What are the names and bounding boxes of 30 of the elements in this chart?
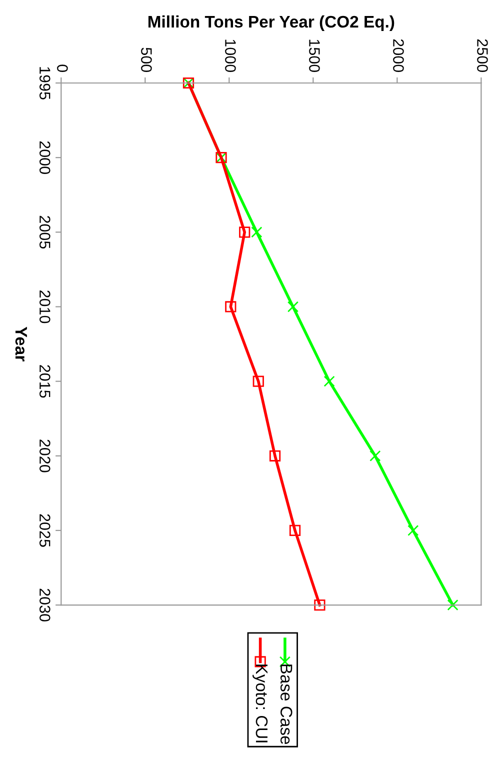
point bbox=[239, 226, 250, 238]
y-tick-label: 1995 bbox=[39, 67, 50, 100]
legend-label: Base Case bbox=[280, 664, 292, 744]
point bbox=[251, 226, 262, 238]
y-tick-label: 2030 bbox=[39, 588, 50, 622]
y-axis-title: Year bbox=[15, 326, 27, 362]
point bbox=[225, 301, 236, 312]
x-axis-title: Million Tons Per Year (CO2 Eq.) bbox=[148, 15, 394, 31]
point bbox=[324, 376, 335, 387]
point bbox=[408, 524, 419, 536]
x-tick-label: 1000 bbox=[225, 40, 236, 72]
x-tick-label: 2500 bbox=[477, 39, 488, 72]
point bbox=[287, 301, 299, 312]
point bbox=[252, 376, 264, 387]
point bbox=[269, 450, 281, 462]
y-tick-label: 2020 bbox=[39, 440, 50, 472]
x-tick-label: 2000 bbox=[393, 39, 404, 72]
y-tick-label: 2005 bbox=[39, 216, 50, 249]
y-tick-label: 2015 bbox=[39, 365, 50, 398]
x-tick-label: 0 bbox=[57, 64, 68, 72]
y-tick-label: 2000 bbox=[39, 141, 50, 174]
point bbox=[314, 599, 326, 611]
point bbox=[370, 450, 381, 462]
x-tick-label: 1500 bbox=[309, 40, 320, 72]
point bbox=[289, 524, 301, 536]
y-tick-label: 2010 bbox=[39, 290, 50, 324]
y-tick-label: 2025 bbox=[39, 514, 50, 547]
legend-label: Kyoto: CUI bbox=[252, 664, 268, 742]
x-tick-label: 500 bbox=[141, 48, 152, 72]
point bbox=[447, 599, 458, 611]
